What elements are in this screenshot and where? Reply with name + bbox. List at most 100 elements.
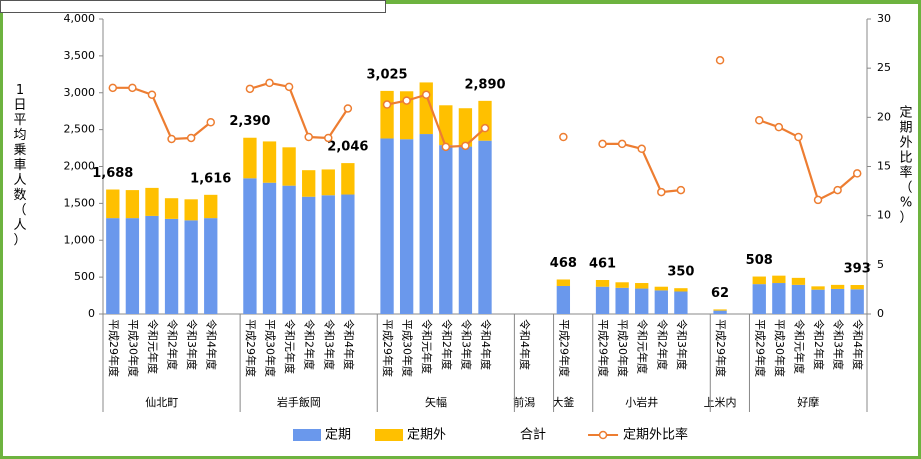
x-tick-label: 平成30年度 [401,319,415,377]
ratio-marker [461,141,470,151]
bar-segment [282,185,296,314]
x-tick-label: 平成30年度 [616,319,630,377]
x-tick-label: 令和3年度 [322,319,336,370]
x-tick-label: 令和元年度 [636,319,650,374]
bar-segment [674,291,688,314]
bar-segment [380,138,394,314]
y-tick-label: 1,500 [64,196,96,209]
bar-segment [752,284,766,314]
header-box [0,0,386,13]
bar-segment [811,289,825,314]
x-tick-label: 平成30年度 [126,319,140,377]
bar-segment [204,218,218,314]
frame-bottom [0,456,921,459]
bar-segment [850,289,864,314]
bar-segment [713,309,727,311]
x-tick-label: 令和2年度 [812,319,826,370]
bar-segment [458,108,473,147]
bar-segment [262,141,277,183]
legend-label: 定期外 [407,428,446,443]
y2-axis-title: 定期外比率（%） [899,105,912,225]
y-tick-label: 1,000 [64,233,96,246]
bar-segment [106,189,120,219]
ratio-marker [833,185,842,195]
bar-segment [125,218,140,314]
total-label: 62 [711,286,729,301]
total-label: 2,890 [464,77,505,92]
ratio-marker [617,139,627,149]
ratio-marker [852,169,862,178]
bar-segment [615,282,629,288]
group-label: 上米内 [704,395,737,409]
x-tick-label: 平成30年度 [773,319,787,377]
ratio-marker [245,84,255,94]
bar-segment [830,288,845,314]
bar-segment [772,283,786,314]
ratio-marker [676,185,686,195]
legend-swatch [375,429,404,441]
bar-segment [399,139,414,314]
y-tick-label: 500 [74,270,95,283]
bar-segment [164,218,179,314]
y-tick-label: 2,000 [64,160,96,173]
x-tick-label: 令和4年度 [518,319,532,370]
x-tick-label: 令和元年度 [792,319,806,374]
x-tick-label: 平成29年度 [714,319,728,377]
bar-segment [791,284,806,314]
bar-segment [439,105,453,146]
ratio-marker [304,132,313,142]
group-label: 岩手飯岡 [277,395,321,409]
total-label: 508 [746,253,773,268]
x-tick-label: 平成29年度 [107,319,121,377]
bar-segment [595,286,610,314]
x-tick-label: 平成29年度 [597,319,611,377]
legend-label: 合計 [520,427,546,443]
ratio-marker [324,133,333,143]
y2-tick-label: 10 [877,209,891,222]
x-tick-label: 令和3年度 [185,319,199,370]
total-label: 350 [667,265,694,280]
group-label: 前潟 [513,395,535,409]
x-tick-label: 令和3年度 [675,319,689,370]
total-label: 2,046 [327,140,368,155]
bar-segment [635,283,649,289]
x-tick-label: 令和3年度 [459,319,473,370]
group-label: 好摩 [797,395,819,409]
bar-segment [478,100,492,141]
bar-segment [556,279,571,286]
ratio-marker [755,116,764,125]
ratio-marker [382,100,392,109]
ratio-marker [265,78,274,88]
x-tick-label: 令和4年度 [851,319,865,370]
bar-segment [164,198,179,219]
frame-right [918,0,921,459]
bar-segment [184,220,198,314]
bar-segment [341,163,355,195]
ratio-marker [715,56,725,65]
bar-segment [654,286,668,291]
total-label: 1,688 [92,166,133,181]
y-tick-label: 3,000 [64,86,96,99]
bar-segment [830,284,845,289]
ratio-marker [794,132,803,142]
x-tick-label: 令和3年度 [832,319,846,370]
bar-segment [125,190,140,219]
bar-segment [380,90,394,139]
bar-segment [243,137,257,179]
x-tick-label: 令和2年度 [303,319,317,370]
x-tick-label: 令和2年度 [166,319,180,370]
bar-segment [439,145,453,314]
bar-segment [321,195,335,314]
y2-tick-label: 30 [877,12,891,25]
x-tick-label: 平成30年度 [264,319,278,377]
ratio-marker [421,90,431,99]
x-tick-label: 平成29年度 [381,319,395,377]
bar-segment [145,187,159,216]
y-tick-label: 2,500 [64,123,96,136]
y2-tick-label: 25 [877,61,891,74]
y-tick-label: 0 [88,307,95,320]
x-tick-label: 平成29年度 [753,319,767,377]
x-tick-label: 令和4年度 [205,319,219,370]
x-tick-label: 令和元年度 [283,319,297,374]
legend-label: 定期 [325,428,351,443]
